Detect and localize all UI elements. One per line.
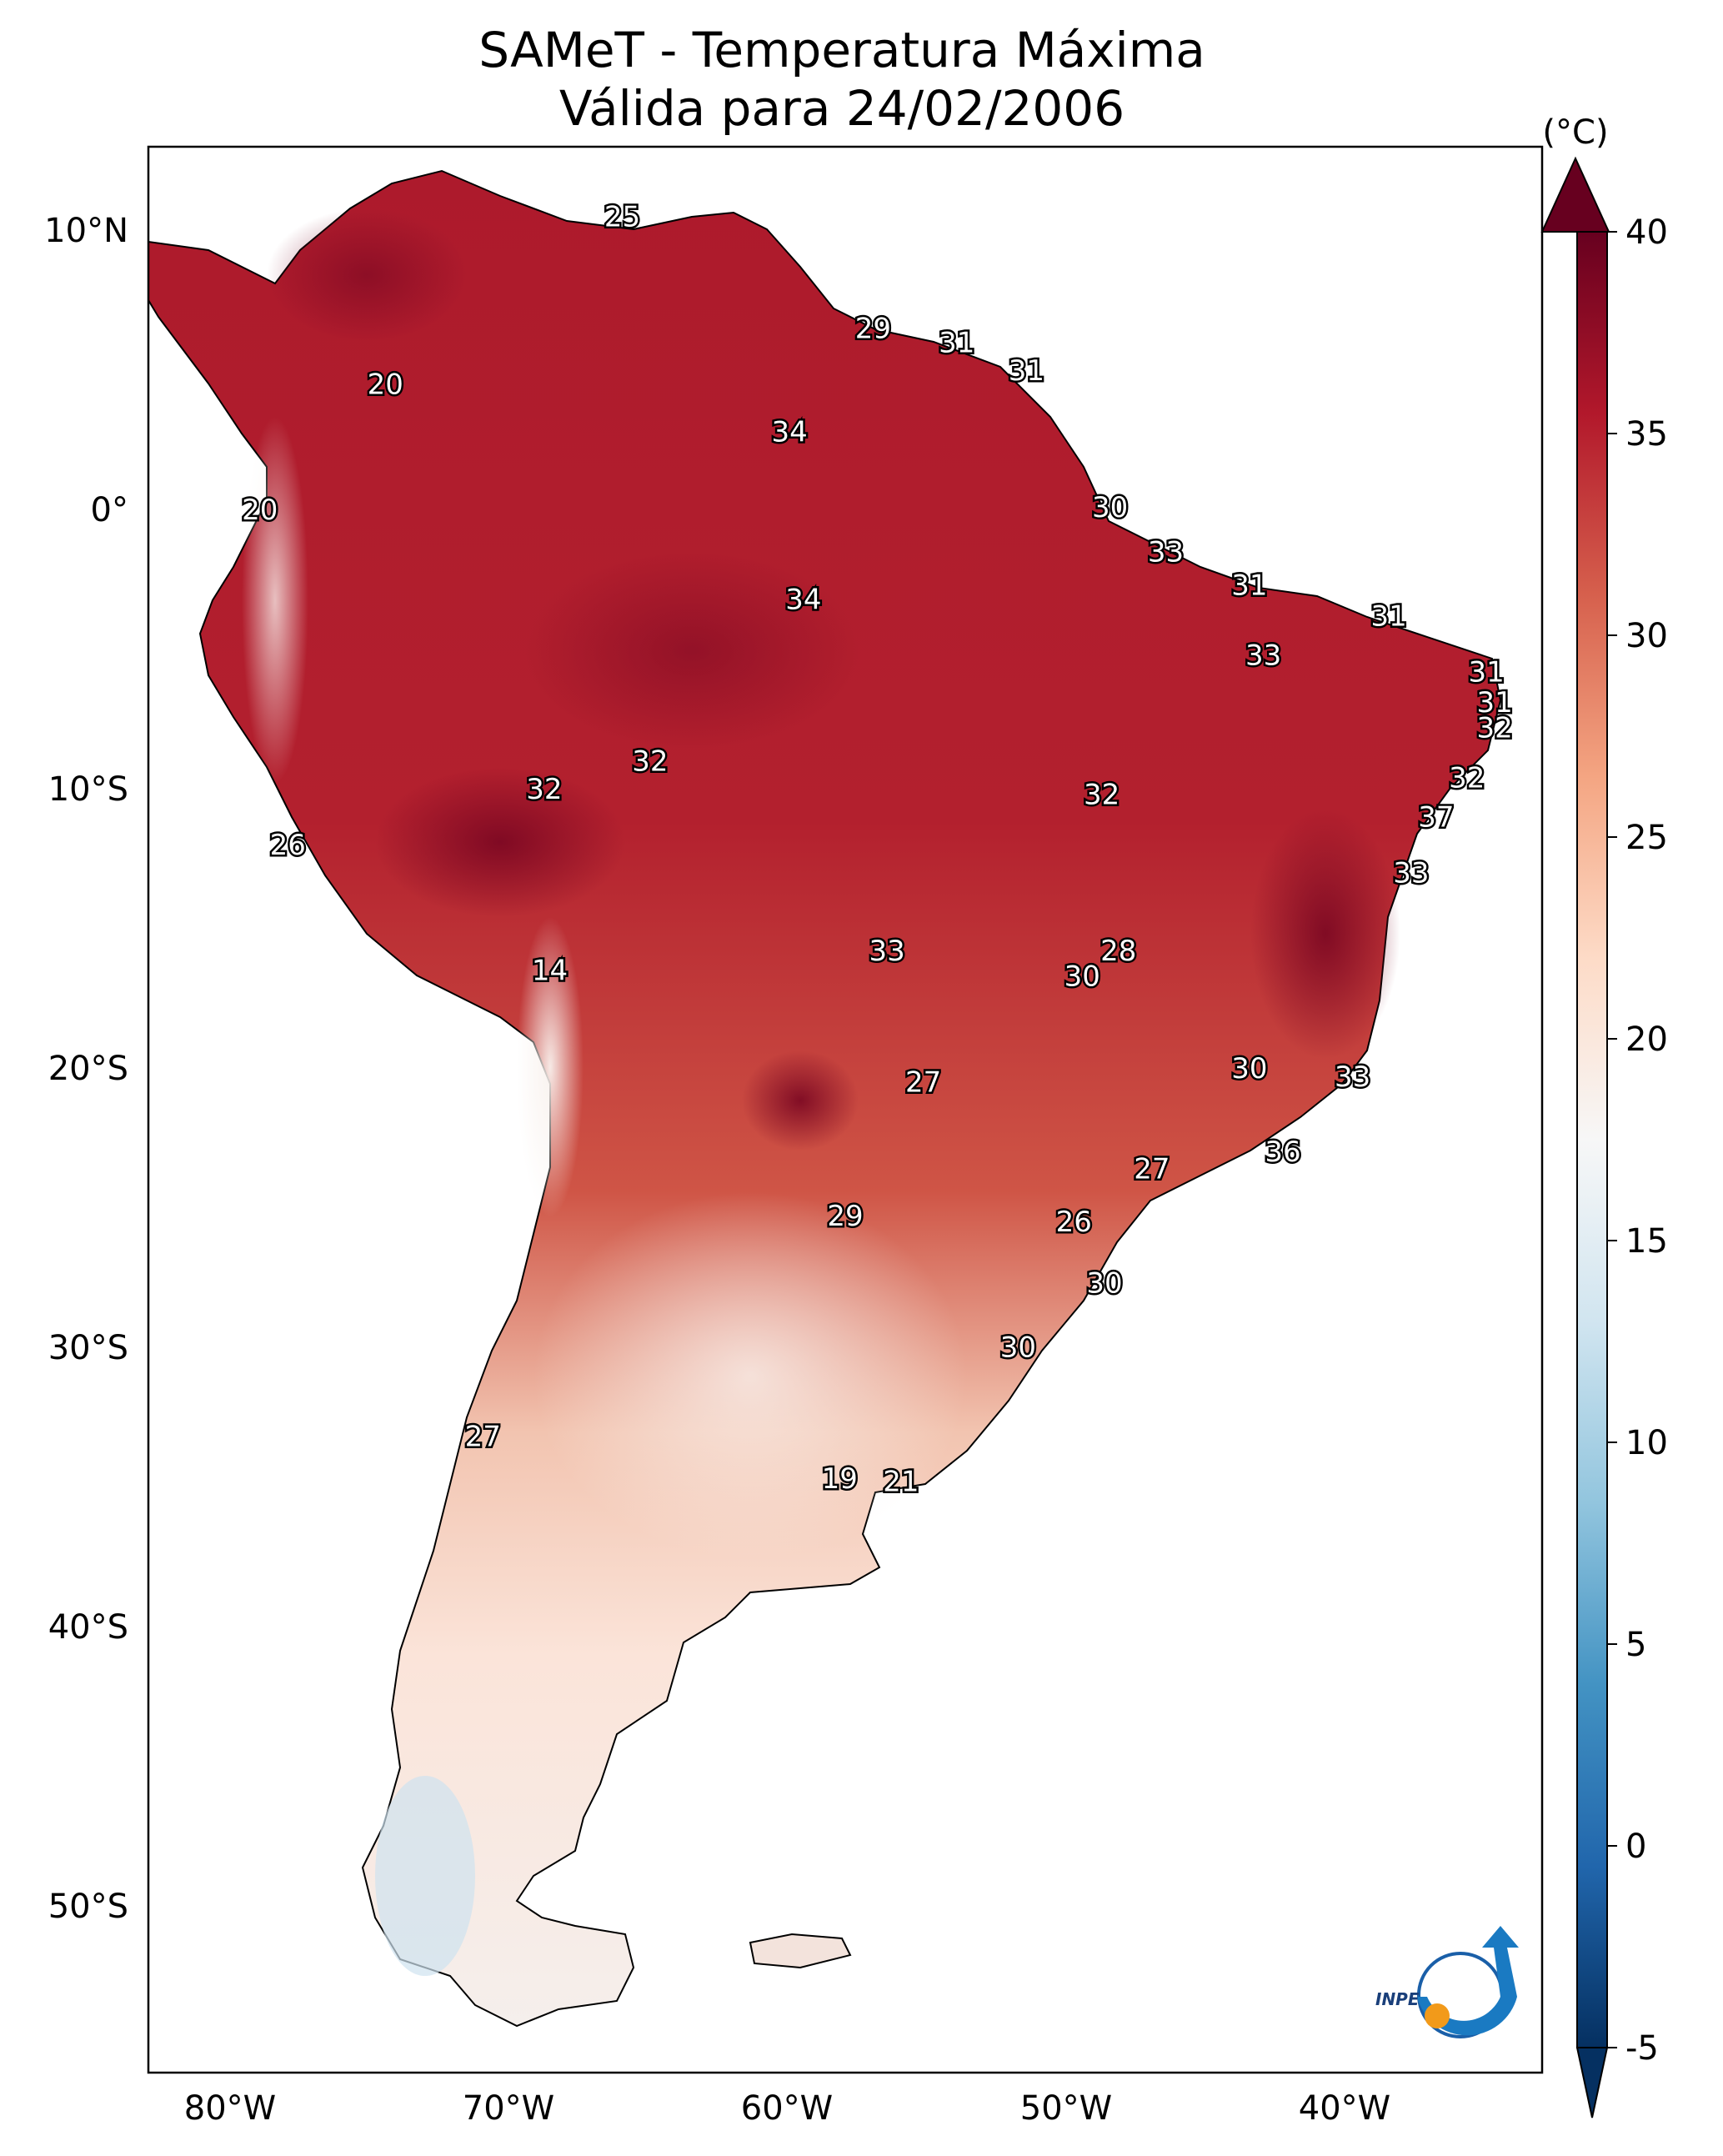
station-value-label: 27 [465, 1421, 501, 1454]
station-value-label: 32 [632, 745, 668, 779]
station-value-label: 29 [855, 313, 891, 346]
station-value-label: 31 [939, 326, 974, 359]
station-value-label: 30 [1086, 1267, 1122, 1301]
station-value-label: 27 [905, 1066, 941, 1100]
station-value-label: 37 [1418, 800, 1454, 834]
station-value-label: 30 [1231, 1052, 1267, 1086]
station-value-label: 31 [1370, 599, 1406, 633]
station-value-label: 32 [1084, 779, 1119, 812]
lat-label-30s: 30°S [48, 1329, 128, 1367]
colorbar-tick-label: -5 [1625, 2029, 1659, 2068]
map-title-line1: SAMeT - Temperatura Máxima [478, 22, 1205, 78]
station-value-label: 33 [1148, 535, 1184, 569]
colorbar-unit-label: (°C) [1542, 113, 1608, 152]
colorbar-tick-label: 20 [1625, 1020, 1668, 1059]
lon-label-70w: 70°W [463, 2089, 554, 2128]
station-value-label: 36 [1265, 1136, 1300, 1169]
lat-label-40s: 40°S [48, 1608, 128, 1647]
station-value-label: 34 [771, 415, 807, 449]
station-value-label: 32 [1449, 762, 1485, 795]
station-value-label: 33 [869, 935, 905, 968]
lon-label-40w: 40°W [1299, 2089, 1390, 2128]
station-value-label: 26 [1056, 1206, 1092, 1239]
colorbar-max-arrow [1540, 156, 1610, 233]
lat-label-20s: 20°S [48, 1050, 128, 1088]
colorbar-min-arrow [1575, 2047, 1609, 2118]
station-value-label: 20 [242, 494, 278, 527]
inpe-logo-text: INPE [1375, 1989, 1420, 2009]
colorbar-tick-label: 25 [1625, 819, 1668, 857]
station-value-label: 32 [526, 773, 562, 806]
inpe-logo-arrow [1417, 1926, 1519, 2036]
station-value-label: 25 [604, 201, 640, 234]
lon-label-60w: 60°W [741, 2089, 833, 2128]
station-value-label: 31 [1468, 655, 1504, 689]
map-area [148, 169, 1502, 2028]
latitude-labels: 10°N 0° 10°S 20°S 30°S 40°S 50°S [44, 212, 128, 1926]
longitude-labels: 80°W 70°W 60°W 50°W 40°W [184, 2089, 1390, 2128]
station-value-label: 30 [1000, 1331, 1036, 1365]
station-value-label: 20 [368, 369, 403, 402]
lat-label-10s: 10°S [48, 770, 128, 809]
colorbar-tick-label: 5 [1625, 1626, 1646, 1664]
station-value-label: 28 [1100, 935, 1136, 968]
station-value-label: 27 [1134, 1152, 1170, 1186]
station-value-label: 33 [1393, 856, 1429, 890]
colorbar-tick-label: 30 [1625, 617, 1668, 655]
station-value-label: 34 [785, 583, 821, 616]
falkland-islands [749, 1933, 852, 1969]
station-value-label: 19 [822, 1462, 858, 1496]
colorbar-gradient [1576, 231, 1608, 2048]
lat-label-0: 0° [91, 491, 128, 529]
map-frame [147, 145, 1544, 2074]
colorbar-tick-label: 35 [1625, 415, 1668, 454]
station-value-label: 31 [1477, 686, 1513, 720]
station-value-label: 30 [1092, 491, 1128, 524]
map-title-line2: Válida para 24/02/2006 [559, 80, 1124, 137]
lat-label-50s: 50°S [48, 1888, 128, 1926]
colorbar-tick-label: 10 [1625, 1424, 1668, 1462]
station-value-label: 31 [1009, 354, 1044, 388]
station-value-label: 26 [270, 829, 306, 862]
inpe-logo-dot [1425, 2003, 1450, 2028]
station-value-label: 33 [1335, 1060, 1370, 1094]
station-value-label: 33 [1245, 639, 1281, 672]
lon-label-50w: 50°W [1020, 2089, 1112, 2128]
lat-label-10n: 10°N [44, 212, 128, 250]
colorbar-tick-label: 0 [1625, 1828, 1646, 1866]
colorbar-ticks: 40 35 30 25 20 15 10 5 0 -5 [1607, 213, 1668, 2068]
lon-label-80w: 80°W [184, 2089, 276, 2128]
colorbar-tick-label: 40 [1625, 213, 1668, 252]
station-value-label: 29 [827, 1200, 863, 1233]
station-value-label: 31 [1231, 569, 1267, 603]
station-value-label: 30 [1064, 960, 1100, 993]
station-value-label: 21 [883, 1465, 919, 1498]
colorbar: (°C) 40 35 30 25 20 15 10 5 0 -5 [1540, 113, 1668, 2118]
station-value-label: 32 [1477, 711, 1513, 745]
colorbar-tick-label: 15 [1625, 1222, 1668, 1261]
inpe-logo: INPE [1375, 1926, 1519, 2038]
station-value-label: 14 [532, 955, 568, 988]
